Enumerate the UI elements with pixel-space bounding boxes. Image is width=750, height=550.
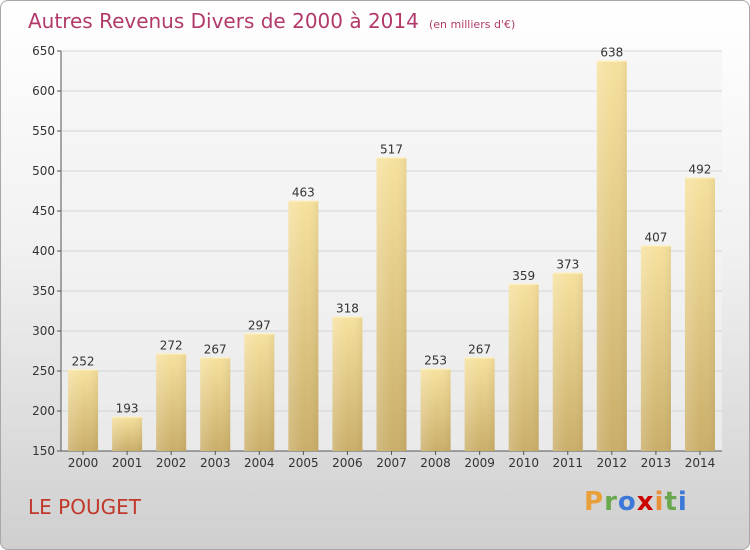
bar-shade — [244, 333, 275, 451]
bar-shade — [376, 157, 407, 451]
x-tick-label: 2013 — [641, 456, 672, 470]
logo-letter: x — [636, 487, 655, 517]
bar-value-label: 359 — [512, 269, 535, 283]
logo-letter: r — [604, 487, 618, 517]
logo-letter: i — [654, 487, 665, 517]
logo-letter: t — [664, 487, 678, 517]
bar-shade — [288, 200, 319, 451]
bar-shade — [640, 245, 671, 451]
bar-value-label: 463 — [292, 186, 315, 200]
bar-value-label: 267 — [468, 342, 491, 356]
chart-title: Autres Revenus Divers de 2000 à 2014 (en… — [28, 9, 515, 33]
bar-value-label: 517 — [380, 142, 403, 156]
bar-value-label: 638 — [600, 46, 623, 60]
bar-value-label: 318 — [336, 302, 359, 316]
y-tick-label: 600 — [32, 84, 55, 98]
logo-letter: o — [617, 487, 637, 517]
bar-shade — [684, 177, 715, 451]
bar-shade — [508, 283, 539, 451]
bar-value-label: 272 — [160, 338, 183, 352]
bar-value-label: 407 — [644, 230, 667, 244]
x-tick-label: 2002 — [156, 456, 187, 470]
bar-value-label: 252 — [72, 354, 95, 368]
y-tick-label: 350 — [32, 284, 55, 298]
y-tick-label: 450 — [32, 204, 55, 218]
x-tick-label: 2004 — [244, 456, 275, 470]
chart-title-unit: (en milliers d'€) — [428, 18, 516, 31]
x-tick-label: 2010 — [508, 456, 539, 470]
x-tick-label: 2011 — [552, 456, 583, 470]
bar-value-label: 297 — [248, 318, 271, 332]
y-tick-label: 200 — [32, 404, 55, 418]
y-tick-label: 150 — [32, 444, 55, 458]
x-tick-label: 2009 — [464, 456, 495, 470]
bar-value-label: 253 — [424, 354, 447, 368]
logo-letter: i — [677, 487, 688, 517]
x-tick-label: 2008 — [420, 456, 451, 470]
bar-shade — [112, 416, 143, 451]
bar-shade — [596, 60, 627, 451]
bar-value-label: 267 — [204, 342, 227, 356]
bar-shade — [68, 369, 99, 451]
y-tick-label: 300 — [32, 324, 55, 338]
chart-title-main: Autres Revenus Divers de 2000 à 2014 — [28, 9, 419, 33]
location-label: LE POUGET — [28, 495, 141, 519]
y-tick-label: 250 — [32, 364, 55, 378]
bar-shade — [332, 316, 363, 451]
bar-shade — [420, 368, 451, 451]
proxiti-logo: Proxiti — [584, 487, 688, 517]
x-tick-label: 2001 — [112, 456, 143, 470]
y-tick-label: 650 — [32, 44, 55, 58]
bar-value-label: 492 — [689, 162, 712, 176]
y-tick-label: 500 — [32, 164, 55, 178]
x-tick-label: 2007 — [376, 456, 407, 470]
y-tick-label: 550 — [32, 124, 55, 138]
y-tick-label: 400 — [32, 244, 55, 258]
bar-value-label: 193 — [116, 402, 139, 416]
x-tick-label: 2005 — [288, 456, 319, 470]
x-tick-label: 2000 — [68, 456, 99, 470]
x-tick-label: 2003 — [200, 456, 231, 470]
bar-value-label: 373 — [556, 258, 579, 272]
bar-shade — [552, 272, 583, 451]
x-tick-label: 2014 — [685, 456, 716, 470]
bar-shade — [200, 357, 231, 451]
logo-letter: P — [584, 487, 605, 517]
bar-shade — [464, 357, 495, 451]
x-tick-label: 2006 — [332, 456, 363, 470]
bar-shade — [156, 353, 187, 451]
x-tick-label: 2012 — [597, 456, 628, 470]
